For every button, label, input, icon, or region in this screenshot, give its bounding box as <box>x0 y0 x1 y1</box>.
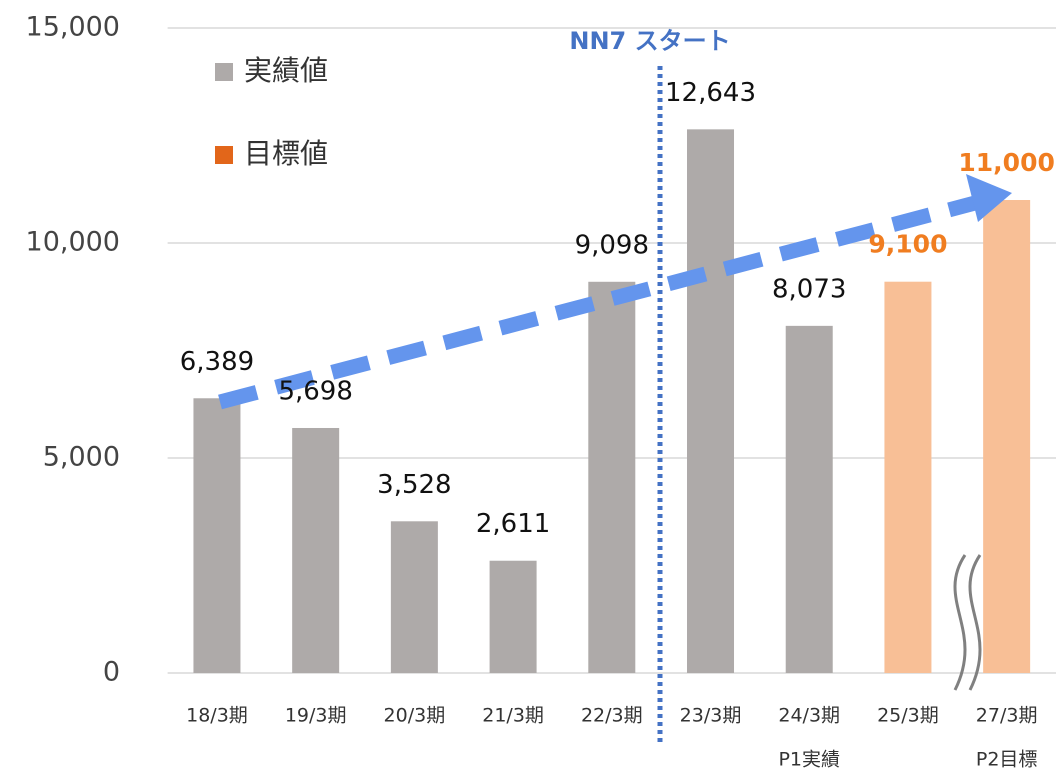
bar <box>884 281 932 673</box>
legend-swatch <box>215 63 233 81</box>
bar <box>687 129 735 673</box>
trend-arrow-head <box>966 174 1012 222</box>
x-tick-label: 27/3期 <box>976 705 1038 727</box>
x-tick-label: 24/3期 <box>778 705 840 727</box>
value-label: 9,100 <box>868 230 947 259</box>
bar <box>193 398 241 673</box>
value-label: 12,643 <box>665 78 756 108</box>
x-tick-label: 25/3期 <box>877 705 939 727</box>
bar <box>489 560 537 673</box>
value-label: 11,000 <box>958 148 1054 177</box>
bar <box>390 521 438 673</box>
value-label: 3,528 <box>377 470 451 500</box>
label-layer: 0 5,000 10,000 15,000 18/3期 19/3期 20/3期 21/3期 22… <box>26 12 1055 771</box>
y-tick-label: 5,000 <box>43 442 120 473</box>
bar <box>292 427 340 673</box>
value-label: 6,389 <box>180 347 254 377</box>
y-tick-label: 0 <box>103 657 120 688</box>
x-sub-label: P2目標 <box>976 749 1038 771</box>
value-label: 5,698 <box>278 376 352 406</box>
x-tick-label: 20/3期 <box>384 705 446 727</box>
x-tick-label: 19/3期 <box>285 705 347 727</box>
legend-swatch <box>215 146 233 164</box>
x-tick-label: 22/3期 <box>581 705 643 727</box>
y-tick-label: 15,000 <box>26 12 120 43</box>
axis-break <box>953 554 982 691</box>
legend-label: 実績値 <box>244 54 328 87</box>
y-tick-label: 10,000 <box>26 227 120 258</box>
value-label: 2,611 <box>476 509 550 539</box>
annotation: NN7 スタート <box>569 27 730 55</box>
x-tick-label: 21/3期 <box>482 705 544 727</box>
x-sub-label: P1実績 <box>778 749 840 771</box>
bar <box>983 200 1031 673</box>
bar-layer <box>193 129 1031 673</box>
x-tick-label: 18/3期 <box>186 705 248 727</box>
x-tick-label: 23/3期 <box>680 705 742 727</box>
value-label: 9,098 <box>575 230 649 260</box>
trend-arrow <box>218 195 977 410</box>
value-label: 8,073 <box>772 274 846 304</box>
legend-label: 目標値 <box>244 137 328 170</box>
bar <box>588 281 636 673</box>
bar <box>785 325 833 673</box>
